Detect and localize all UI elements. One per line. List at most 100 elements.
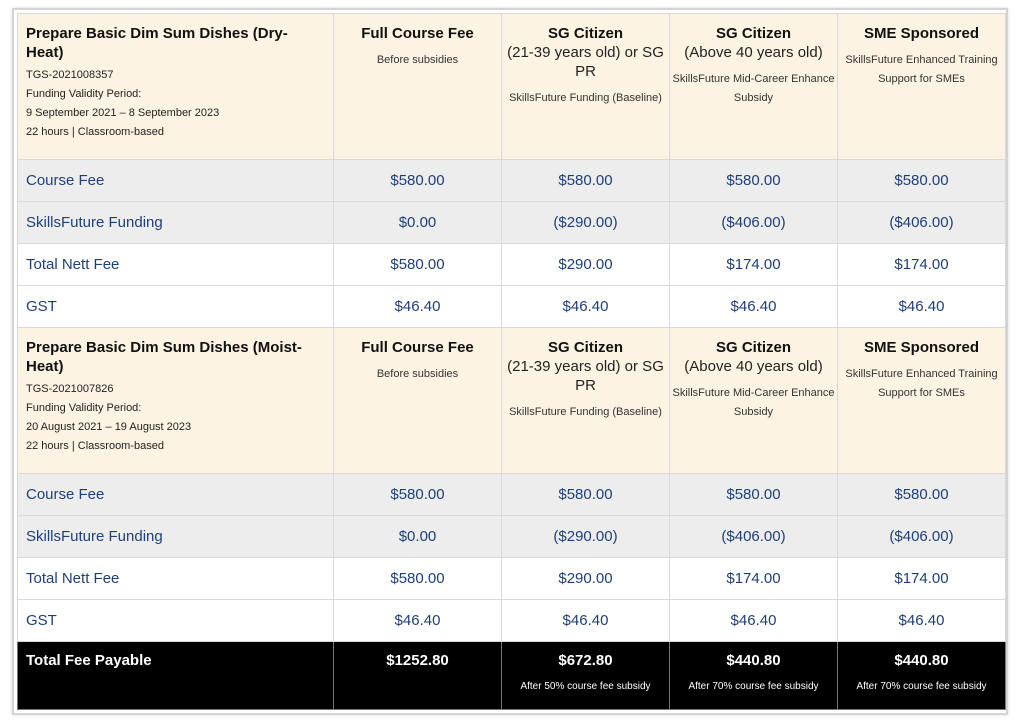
column-note: Before subsidies <box>376 54 459 66</box>
validity-label: Funding Validity Period: <box>26 402 142 414</box>
column-subtitle: (21-39 years old) or SG PR <box>507 358 664 394</box>
column-header-sg-citizen-40: SG Citizen (Above 40 years old) SkillsFu… <box>669 13 838 160</box>
table-cell: $46.40 <box>501 285 670 328</box>
table-row: Course Fee $580.00 $580.00 $580.00 $580.… <box>17 159 1006 202</box>
column-subtitle: (21-39 years old) or SG PR <box>507 44 664 80</box>
column-note: SkillsFuture Funding (Baseline) <box>509 92 662 104</box>
table-cell: $46.40 <box>501 599 670 642</box>
column-header-sg-citizen-21-39: SG Citizen (21-39 years old) or SG PR Sk… <box>501 13 670 160</box>
table-cell: $580.00 <box>669 159 838 202</box>
total-cell: $440.80 After 70% course fee subsidy <box>837 641 1006 710</box>
course-code: TGS-2021008357 <box>26 69 114 81</box>
column-title: Full Course Fee <box>361 339 474 356</box>
total-cell: $440.80 After 70% course fee subsidy <box>669 641 838 710</box>
table-cell: $46.40 <box>837 285 1006 328</box>
table-row: SkillsFuture Funding $0.00 ($290.00) ($4… <box>17 201 1006 244</box>
column-header-full-fee: Full Course Fee Before subsidies <box>333 327 502 474</box>
table-cell: $580.00 <box>837 473 1006 516</box>
row-label: GST <box>17 285 334 328</box>
table-cell: $290.00 <box>501 557 670 600</box>
course-mode: 22 hours | Classroom-based <box>26 126 164 138</box>
course-header-row: Prepare Basic Dim Sum Dishes (Dry-Heat) … <box>17 13 1006 160</box>
table-cell: $580.00 <box>501 473 670 516</box>
row-label: GST <box>17 599 334 642</box>
total-note: After 70% course fee subsidy <box>688 681 819 692</box>
table-cell: $580.00 <box>837 159 1006 202</box>
course-title: Prepare Basic Dim Sum Dishes (Moist-Heat… <box>26 339 302 375</box>
table-cell: $0.00 <box>333 515 502 558</box>
table-cell: $174.00 <box>669 243 838 286</box>
row-label: SkillsFuture Funding <box>17 201 334 244</box>
table-cell: $580.00 <box>333 473 502 516</box>
table-cell: $46.40 <box>669 599 838 642</box>
table-cell: $174.00 <box>669 557 838 600</box>
total-row: Total Fee Payable $1252.80 $672.80 After… <box>17 641 1006 710</box>
column-subtitle: (Above 40 years old) <box>684 44 823 61</box>
course-info-cell: Prepare Basic Dim Sum Dishes (Dry-Heat) … <box>17 13 334 160</box>
column-header-full-fee: Full Course Fee Before subsidies <box>333 13 502 160</box>
table-cell: ($406.00) <box>837 201 1006 244</box>
table-cell: $0.00 <box>333 201 502 244</box>
table-cell: $580.00 <box>333 159 502 202</box>
row-label: Course Fee <box>17 159 334 202</box>
table-cell: $46.40 <box>669 285 838 328</box>
table-row: Total Nett Fee $580.00 $290.00 $174.00 $… <box>17 243 1006 286</box>
column-header-sg-citizen-40: SG Citizen (Above 40 years old) SkillsFu… <box>669 327 838 474</box>
table-cell: $174.00 <box>837 557 1006 600</box>
row-label: Total Nett Fee <box>17 557 334 600</box>
column-title: SME Sponsored <box>863 25 979 42</box>
column-header-sme: SME Sponsored SkillsFuture Enhanced Trai… <box>837 327 1006 474</box>
course-header-row: Prepare Basic Dim Sum Dishes (Moist-Heat… <box>17 327 1006 474</box>
validity-period: 9 September 2021 – 8 September 2023 <box>26 107 220 119</box>
column-note: SkillsFuture Mid-Career Enhance Subsidy <box>672 387 835 418</box>
table-row: SkillsFuture Funding $0.00 ($290.00) ($4… <box>17 515 1006 558</box>
validity-label: Funding Validity Period: <box>26 88 142 100</box>
total-label: Total Fee Payable <box>17 641 334 710</box>
table-cell: $46.40 <box>837 599 1006 642</box>
table-cell: $174.00 <box>837 243 1006 286</box>
table-cell: ($406.00) <box>837 515 1006 558</box>
column-title: SG Citizen <box>715 339 791 356</box>
table-cell: ($406.00) <box>669 201 838 244</box>
course-title: Prepare Basic Dim Sum Dishes (Dry-Heat) <box>26 25 288 61</box>
validity-period: 20 August 2021 – 19 August 2023 <box>26 421 192 433</box>
table-cell: ($290.00) <box>501 201 670 244</box>
table-row: GST $46.40 $46.40 $46.40 $46.40 <box>17 599 1006 642</box>
column-header-sme: SME Sponsored SkillsFuture Enhanced Trai… <box>837 13 1006 160</box>
column-title: SME Sponsored <box>863 339 979 356</box>
column-note: SkillsFuture Mid-Career Enhance Subsidy <box>672 73 835 104</box>
total-amount: $1252.80 <box>386 652 449 669</box>
column-note: SkillsFuture Enhanced Training Support f… <box>845 368 998 399</box>
fee-table-frame: Prepare Basic Dim Sum Dishes (Dry-Heat) … <box>12 8 1008 715</box>
total-amount: $440.80 <box>726 652 781 669</box>
table-cell: $290.00 <box>501 243 670 286</box>
table-row: Total Nett Fee $580.00 $290.00 $174.00 $… <box>17 557 1006 600</box>
table-cell: ($290.00) <box>501 515 670 558</box>
fee-table: Prepare Basic Dim Sum Dishes (Dry-Heat) … <box>17 13 1006 710</box>
course-mode: 22 hours | Classroom-based <box>26 440 164 452</box>
row-label: Total Nett Fee <box>17 243 334 286</box>
table-cell: $580.00 <box>501 159 670 202</box>
total-note: After 50% course fee subsidy <box>520 681 651 692</box>
table-cell: ($406.00) <box>669 515 838 558</box>
total-note: After 70% course fee subsidy <box>856 681 987 692</box>
column-title: SG Citizen <box>547 339 623 356</box>
table-cell: $580.00 <box>333 557 502 600</box>
column-title: SG Citizen <box>715 25 791 42</box>
table-row: Course Fee $580.00 $580.00 $580.00 $580.… <box>17 473 1006 516</box>
column-note: Before subsidies <box>376 368 459 380</box>
table-cell: $580.00 <box>669 473 838 516</box>
column-note: SkillsFuture Funding (Baseline) <box>509 406 662 418</box>
column-title: SG Citizen <box>547 25 623 42</box>
total-cell: $1252.80 <box>333 641 502 710</box>
table-cell: $580.00 <box>333 243 502 286</box>
column-note: SkillsFuture Enhanced Training Support f… <box>845 54 998 85</box>
course-code: TGS-2021007826 <box>26 383 114 395</box>
column-title: Full Course Fee <box>361 25 474 42</box>
total-cell: $672.80 After 50% course fee subsidy <box>501 641 670 710</box>
course-info-cell: Prepare Basic Dim Sum Dishes (Moist-Heat… <box>17 327 334 474</box>
table-cell: $46.40 <box>333 599 502 642</box>
column-subtitle: (Above 40 years old) <box>684 358 823 375</box>
total-amount: $672.80 <box>558 652 613 669</box>
row-label: SkillsFuture Funding <box>17 515 334 558</box>
